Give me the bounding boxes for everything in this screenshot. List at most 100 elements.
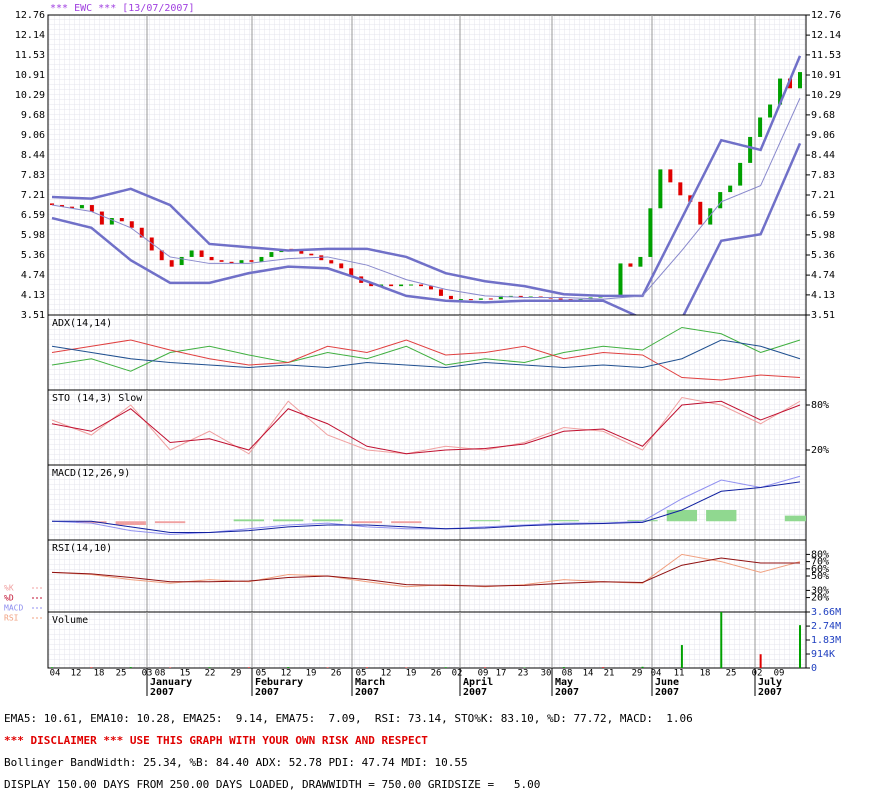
- volume-bar: [248, 667, 250, 668]
- x-tick-label: 23: [518, 669, 529, 679]
- legend-label: MACD: [4, 604, 23, 613]
- candle: [90, 205, 94, 211]
- y-tick-label: 10.91: [811, 70, 841, 81]
- candle: [419, 285, 423, 287]
- candle: [559, 298, 563, 299]
- panel-label: ADX(14,14): [52, 318, 112, 329]
- volume-bar: [130, 667, 132, 668]
- candle: [329, 260, 333, 263]
- y-tick-label: 8.44: [811, 150, 835, 161]
- volume-bar: [445, 667, 447, 668]
- x-tick-label: 02: [452, 669, 463, 679]
- y-tick-label: 4.74: [811, 270, 835, 281]
- x-tick-label: 26: [431, 669, 442, 679]
- y-tick-label: 3.66M: [811, 607, 841, 618]
- y-tick-label: 1.83M: [811, 635, 841, 646]
- histogram-bar: [234, 519, 264, 521]
- histogram-bar: [391, 521, 421, 523]
- y-tick-label: 5.98: [811, 230, 835, 241]
- y-tick-label: 3.51: [811, 310, 835, 321]
- candle: [210, 257, 214, 260]
- histogram-bar: [273, 519, 303, 521]
- candle: [269, 252, 273, 257]
- y-tick-label: 11.53: [811, 50, 841, 61]
- volume-bar: [90, 667, 92, 668]
- x-tick-label: 17: [496, 669, 507, 679]
- x-tick-label: 14: [583, 669, 594, 679]
- y-tick-label: 0: [811, 663, 817, 674]
- candle: [389, 285, 393, 287]
- year-label: 2007: [150, 687, 174, 698]
- y-tick-label: 4.13: [21, 290, 45, 301]
- legend-label: %K: [4, 584, 14, 593]
- candle: [738, 163, 742, 186]
- histogram-bar: [312, 519, 342, 521]
- candle: [668, 169, 672, 182]
- candle: [638, 257, 642, 267]
- panel-grid: [48, 315, 806, 390]
- candle: [220, 260, 224, 262]
- candle: [80, 205, 84, 208]
- y-tick-label: 10.29: [811, 90, 841, 101]
- histogram-bar: [155, 521, 185, 523]
- y-tick-label: 5.36: [811, 250, 835, 261]
- candle: [479, 298, 483, 299]
- volume-bar: [799, 625, 801, 668]
- y-tick-label: 12.76: [811, 10, 841, 21]
- y-tick-label: 7.21: [811, 190, 835, 201]
- y-tick-label: 9.68: [811, 110, 835, 121]
- y-tick-label: 3.51: [21, 310, 45, 321]
- y-tick-label: 50%: [811, 571, 829, 582]
- histogram-bar: [352, 521, 382, 523]
- histogram-bar: [667, 510, 697, 521]
- candle: [100, 212, 104, 225]
- y-tick-label: 2.74M: [811, 621, 841, 632]
- candle: [658, 169, 662, 208]
- candle: [628, 263, 632, 266]
- y-tick-label: 20%: [811, 593, 829, 604]
- year-label: 2007: [555, 687, 579, 698]
- y-tick-label: 6.59: [811, 210, 835, 221]
- candle: [259, 257, 263, 262]
- y-tick-label: 7.21: [21, 190, 45, 201]
- volume-bar: [720, 612, 722, 668]
- y-tick-label: 5.98: [21, 230, 45, 241]
- x-tick-label: 12: [71, 669, 82, 679]
- candle: [439, 289, 443, 295]
- disclaimer: *** DISCLAIMER *** USE THIS GRAPH WITH Y…: [4, 735, 693, 746]
- candle: [648, 208, 652, 257]
- candle: [449, 296, 453, 299]
- y-tick-label: 4.74: [21, 270, 45, 281]
- x-tick-label: 29: [632, 669, 643, 679]
- candle: [409, 285, 413, 286]
- candle: [190, 250, 194, 256]
- candle: [469, 299, 473, 300]
- candle: [748, 137, 752, 163]
- x-tick-label: 19: [406, 669, 417, 679]
- year-label: 2007: [255, 687, 279, 698]
- x-tick-label: 25: [116, 669, 127, 679]
- candle: [339, 263, 343, 268]
- y-tick-label: 914K: [811, 649, 835, 660]
- footer-line: Bollinger BandWidth: 25.34, %B: 84.40 AD…: [4, 757, 693, 768]
- x-tick-label: 29: [231, 669, 242, 679]
- y-tick-label: 10.91: [15, 70, 45, 81]
- candle: [120, 218, 124, 221]
- y-tick-label: 7.83: [21, 170, 45, 181]
- footer: EMA5: 10.61, EMA10: 10.28, EMA25: 9.14, …: [4, 702, 693, 801]
- footer-line: EMA5: 10.61, EMA10: 10.28, EMA25: 9.14, …: [4, 713, 693, 724]
- panel-grid: [48, 390, 806, 465]
- chart: *** EWC *** [13/07/2007] 12.7612.7612.14…: [0, 0, 870, 700]
- candle: [200, 250, 204, 256]
- panel-grid: [48, 612, 806, 668]
- y-tick-label: 20%: [811, 445, 829, 456]
- candle: [170, 260, 174, 266]
- chart-title: *** EWC *** [13/07/2007]: [50, 3, 195, 14]
- x-tick-label: 26: [331, 669, 342, 679]
- x-tick-label: 18: [94, 669, 105, 679]
- volume-bar: [760, 654, 762, 668]
- candle: [718, 192, 722, 208]
- y-tick-label: 9.06: [811, 130, 835, 141]
- y-tick-label: 4.13: [811, 290, 835, 301]
- year-label: 2007: [655, 687, 679, 698]
